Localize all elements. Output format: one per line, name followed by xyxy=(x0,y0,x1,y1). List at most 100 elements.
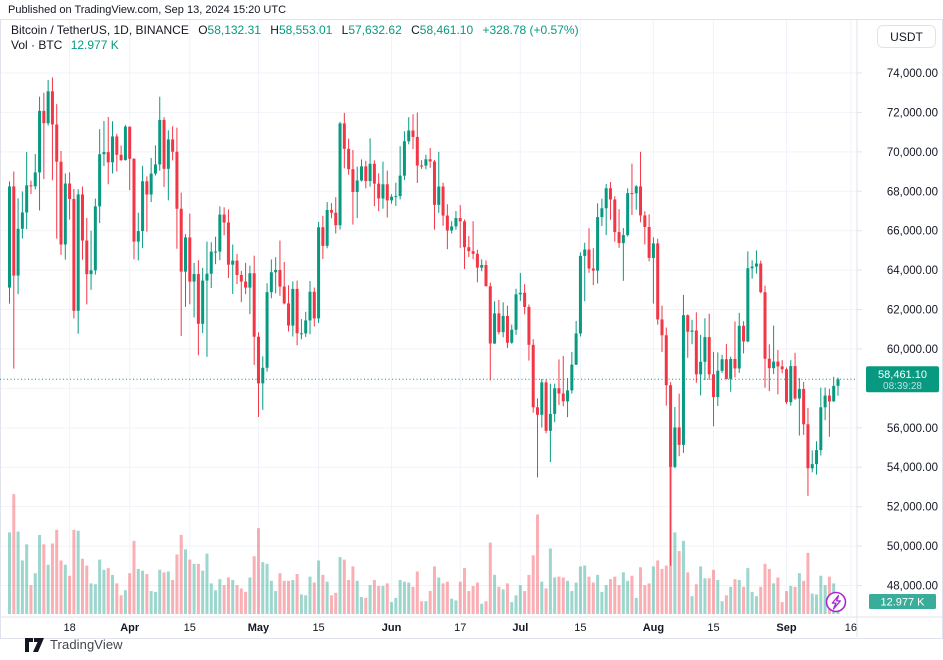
volume-bar xyxy=(772,583,776,614)
volume-bar xyxy=(377,585,381,614)
candle-body xyxy=(626,193,630,236)
price-tick-label[interactable]: 66,000.00 xyxy=(887,226,938,238)
volume-bar xyxy=(38,534,42,614)
close-label: C xyxy=(411,23,420,37)
candle-body xyxy=(325,209,329,246)
price-tick-label[interactable]: 52,000.00 xyxy=(887,502,938,514)
price-tick-label[interactable]: 64,000.00 xyxy=(887,265,938,277)
volume-bar xyxy=(278,573,282,614)
candle-body xyxy=(158,119,162,165)
volume-bar xyxy=(493,574,497,614)
candle-body xyxy=(175,151,179,209)
candle-body xyxy=(493,313,497,344)
candle-body xyxy=(647,226,651,258)
volume-bar xyxy=(724,595,728,614)
volume-bar xyxy=(295,574,299,614)
candle-body xyxy=(106,152,110,163)
price-tick-label[interactable]: 54,000.00 xyxy=(887,462,938,474)
volume-bar xyxy=(171,580,175,614)
volume-bar xyxy=(192,563,196,614)
time-tick-label[interactable]: 15 xyxy=(574,622,586,634)
candle-body xyxy=(261,367,265,384)
volume-bar xyxy=(643,585,647,614)
time-tick-label[interactable]: 15 xyxy=(707,622,719,634)
volume-bar xyxy=(583,565,587,614)
volume-bar xyxy=(501,589,505,614)
price-tick-label[interactable]: 68,000.00 xyxy=(887,186,938,198)
volume-bar xyxy=(102,569,106,614)
volume-bar xyxy=(145,574,149,614)
volume-bar xyxy=(291,580,295,614)
volume-bar xyxy=(226,577,230,614)
time-tick-label[interactable]: 18 xyxy=(63,622,75,634)
volume-bar xyxy=(55,529,59,614)
flash-bolt-glyph xyxy=(831,594,841,610)
time-tick-label[interactable]: Apr xyxy=(120,622,140,634)
tradingview-brand-link[interactable]: TradingView xyxy=(50,637,123,652)
price-tick-label[interactable]: 74,000.00 xyxy=(887,68,938,80)
candle-body xyxy=(673,427,677,467)
candle-body xyxy=(540,382,544,415)
volume-bar xyxy=(463,568,467,614)
low-value: 57,632.62 xyxy=(348,23,402,37)
candle-body xyxy=(536,407,540,415)
volume-bar xyxy=(347,580,351,614)
volume-bar xyxy=(132,540,136,614)
volume-bar xyxy=(608,579,612,614)
volume-bar xyxy=(42,544,46,614)
time-tick-label[interactable]: Aug xyxy=(643,622,664,634)
volume-bar xyxy=(673,532,677,614)
price-tick-label[interactable]: 70,000.00 xyxy=(887,147,938,159)
volume-bar xyxy=(149,591,153,614)
volume-bar xyxy=(381,585,385,614)
candle-body xyxy=(226,222,230,265)
candle-body xyxy=(299,333,303,335)
currency-toggle-button[interactable]: USDT xyxy=(877,25,936,48)
price-tick-label[interactable]: 60,000.00 xyxy=(887,344,938,356)
time-tick-label[interactable]: 15 xyxy=(312,622,324,634)
volume-bar xyxy=(184,549,188,614)
volume-bar xyxy=(660,568,664,614)
candle-body xyxy=(656,243,660,320)
volume-bar xyxy=(158,569,162,614)
price-tick-label[interactable]: 62,000.00 xyxy=(887,305,938,317)
candle-body xyxy=(111,136,115,163)
time-tick-label[interactable]: 16 xyxy=(845,622,857,634)
volume-bar xyxy=(578,566,582,614)
volume-bar xyxy=(651,566,655,614)
candle-body xyxy=(643,215,647,227)
candle-body xyxy=(763,292,767,359)
candle-body xyxy=(308,291,312,321)
price-tick-label[interactable]: 50,000.00 xyxy=(887,541,938,553)
volume-bar xyxy=(664,565,668,614)
volume-bar xyxy=(810,593,814,614)
time-tick-label[interactable]: 17 xyxy=(454,622,466,634)
candle-body xyxy=(398,175,402,197)
volume-bar xyxy=(196,563,200,614)
price-tick-label[interactable]: 48,000.00 xyxy=(887,581,938,593)
flash-icon[interactable] xyxy=(825,591,847,613)
price-tick-label[interactable]: 56,000.00 xyxy=(887,423,938,435)
time-tick-label[interactable]: May xyxy=(248,622,270,634)
volume-bar xyxy=(222,585,226,614)
candle-body xyxy=(394,196,398,198)
candle-body xyxy=(780,366,784,370)
time-tick-label[interactable]: Jul xyxy=(512,622,528,634)
candle-body xyxy=(128,126,132,159)
volume-bar xyxy=(398,580,402,614)
time-tick-label[interactable]: Sep xyxy=(776,622,796,634)
volume-bar xyxy=(261,562,265,614)
candle-body xyxy=(827,395,831,402)
price-tick-label[interactable]: 72,000.00 xyxy=(887,107,938,119)
volume-bar xyxy=(437,577,441,614)
volume-bar xyxy=(33,573,37,614)
candle-body xyxy=(184,237,188,272)
volume-bar xyxy=(256,528,260,614)
candle-body xyxy=(98,154,102,207)
tradingview-logo-icon[interactable] xyxy=(25,637,44,652)
time-tick-label[interactable]: Jun xyxy=(382,622,402,634)
time-tick-label[interactable]: 15 xyxy=(184,622,196,634)
volume-bar xyxy=(531,555,535,614)
